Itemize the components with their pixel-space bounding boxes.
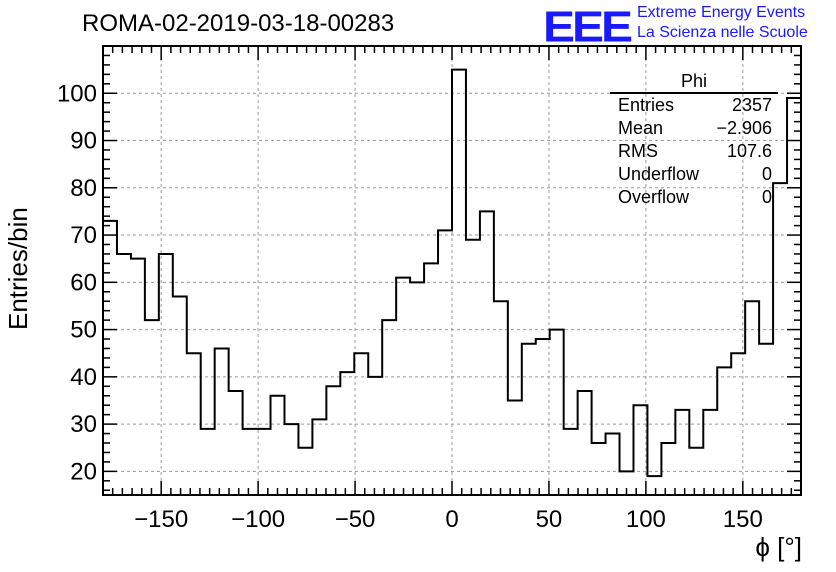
x-tick-label: 150 — [723, 506, 763, 533]
y-tick-label: 20 — [70, 458, 97, 485]
stats-value: 0 — [761, 187, 772, 207]
eee-logo: EEE — [543, 3, 633, 52]
histogram-outline — [103, 68, 801, 478]
x-axis-label: ϕ [°] — [755, 532, 802, 562]
stats-label: Overflow — [618, 187, 690, 207]
tick-labels: −150 −100 −50 0 50 100 150 20 30 40 50 60 70 80 90 100 — [57, 80, 763, 533]
axis-ticks — [103, 46, 801, 495]
x-tick-label: 0 — [445, 506, 458, 533]
stats-value: 0 — [761, 164, 772, 184]
y-tick-label: 70 — [70, 222, 97, 249]
histogram-line — [103, 68, 801, 478]
stats-value: 107.6 — [726, 141, 772, 161]
stats-row-mean: Mean −2.906 — [610, 117, 778, 140]
y-tick-label: 80 — [70, 175, 97, 202]
stats-value: 2357 — [731, 95, 772, 115]
x-tick-label: −100 — [231, 506, 285, 533]
y-tick-label: 50 — [70, 317, 97, 344]
stats-label: RMS — [618, 141, 658, 161]
y-axis-label: Entries/bin — [3, 207, 33, 330]
y-tick-label: 40 — [70, 364, 97, 391]
stats-value: −2.906 — [716, 118, 772, 138]
stats-label: Entries — [618, 95, 675, 115]
x-tick-label: 100 — [626, 506, 666, 533]
stats-box: Phi Entries 2357 Mean −2.906 RMS 107.6 U… — [610, 70, 778, 209]
stats-row-overflow: Overflow 0 — [610, 186, 778, 209]
logo-line-1: Extreme Energy Events — [637, 4, 806, 21]
y-axis-label-container: Entries/bin — [3, 180, 48, 330]
plot-title: ROMA-02-2019-03-18-00283 — [82, 10, 395, 37]
stats-row-underflow: Underflow 0 — [610, 163, 778, 186]
logo-line-2: La Scienza nelle Scuole — [637, 24, 808, 41]
y-tick-label: 100 — [57, 80, 97, 107]
x-tick-label: −150 — [134, 506, 188, 533]
y-tick-label: 90 — [70, 128, 97, 155]
stats-label: Underflow — [618, 164, 700, 184]
y-tick-label: 60 — [70, 269, 97, 296]
x-tick-label: −50 — [335, 506, 376, 533]
stats-title: Phi — [610, 70, 778, 94]
y-tick-label: 30 — [70, 411, 97, 438]
x-tick-label: 50 — [536, 506, 563, 533]
stats-row-rms: RMS 107.6 — [610, 140, 778, 163]
stats-row-entries: Entries 2357 — [610, 94, 778, 117]
stats-label: Mean — [618, 118, 664, 138]
